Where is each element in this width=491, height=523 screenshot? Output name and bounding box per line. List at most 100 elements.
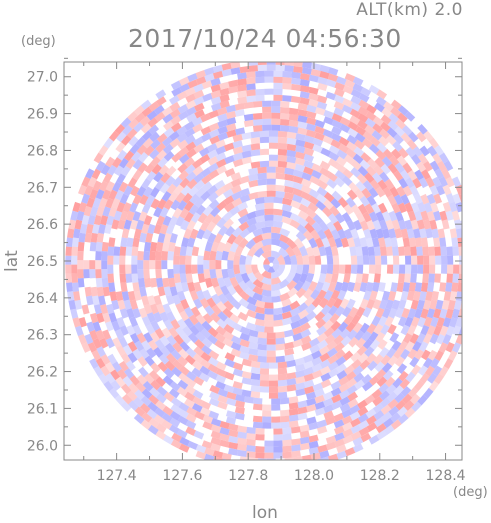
field-cell	[248, 457, 258, 460]
field-cell	[384, 316, 394, 327]
field-cell	[223, 277, 233, 288]
field-cell	[170, 122, 182, 133]
field-cell	[168, 95, 180, 105]
field-cell	[401, 307, 411, 319]
field-cell	[346, 141, 358, 152]
field-cell	[289, 254, 298, 265]
field-cell	[391, 299, 401, 311]
field-cell	[465, 256, 471, 265]
field-cell	[286, 155, 297, 164]
field-cell	[194, 321, 205, 333]
field-cell	[424, 365, 435, 377]
field-cell	[314, 388, 325, 398]
field-cell	[185, 377, 197, 388]
field-cell	[222, 307, 234, 319]
field-cell	[359, 159, 371, 170]
field-cell	[145, 232, 154, 243]
field-cell	[209, 135, 220, 145]
field-cell	[362, 130, 374, 142]
field-cell	[447, 350, 458, 362]
field-cell	[250, 143, 261, 151]
field-cell	[226, 123, 237, 132]
field-cell	[301, 341, 312, 351]
field-cell	[209, 384, 220, 395]
field-cell	[261, 232, 272, 240]
field-cell	[255, 70, 265, 78]
field-cell	[100, 304, 109, 315]
field-cell	[264, 70, 274, 77]
x-unit-label: (deg)	[453, 485, 488, 500]
field-cell	[126, 324, 136, 336]
field-cell	[163, 319, 174, 331]
field-cell	[362, 180, 374, 191]
field-cell	[289, 212, 301, 223]
field-cell	[179, 83, 190, 93]
field-cell	[436, 184, 446, 196]
field-cell	[129, 202, 139, 213]
field-cell	[308, 434, 319, 443]
field-cell	[439, 210, 448, 221]
field-cell	[239, 456, 250, 460]
field-cell	[262, 106, 272, 113]
field-cell	[75, 325, 84, 337]
field-cell	[368, 375, 380, 386]
field-cell	[271, 416, 281, 423]
field-cell	[434, 168, 444, 180]
field-cell	[391, 202, 401, 214]
field-cell	[259, 148, 270, 156]
field-cell	[195, 331, 206, 343]
field-cell	[373, 353, 384, 365]
field-cell	[440, 264, 448, 274]
field-cell	[219, 427, 230, 436]
field-cell	[266, 356, 276, 363]
field-cell	[163, 286, 172, 297]
field-cell	[409, 185, 419, 197]
field-cell	[315, 318, 327, 329]
field-cell	[334, 341, 345, 353]
field-cell	[280, 112, 290, 120]
field-cell	[387, 194, 397, 206]
field-cell	[416, 219, 425, 230]
field-cell	[207, 184, 218, 196]
field-cell	[451, 176, 462, 188]
field-cell	[230, 67, 241, 75]
field-cell	[266, 332, 276, 339]
field-cell	[131, 246, 139, 256]
field-cell	[114, 123, 126, 135]
field-cell	[192, 123, 204, 134]
field-cell	[100, 215, 109, 226]
field-cell	[299, 79, 310, 87]
field-cell	[245, 264, 253, 275]
field-cell	[384, 376, 396, 388]
field-cell	[133, 228, 142, 239]
field-cell	[422, 333, 433, 344]
field-cell	[379, 346, 390, 358]
field-cell	[311, 169, 322, 180]
field-cell	[365, 237, 374, 248]
field-cell	[217, 394, 228, 404]
field-cell	[159, 182, 170, 194]
field-cell	[264, 326, 274, 333]
field-cell	[294, 157, 306, 166]
field-cell	[268, 142, 279, 149]
field-cell	[237, 431, 248, 439]
field-cell	[155, 393, 167, 404]
field-cell	[143, 332, 154, 343]
field-cell	[210, 430, 222, 440]
field-cell	[155, 376, 166, 387]
field-cell	[281, 298, 292, 308]
field-cell	[273, 313, 284, 321]
field-cell	[89, 358, 99, 369]
field-cell	[156, 385, 168, 397]
field-cell	[336, 370, 348, 380]
field-cell	[67, 228, 75, 239]
field-cell	[433, 193, 443, 205]
field-cell	[201, 174, 212, 185]
field-cell	[326, 297, 337, 309]
field-cell	[422, 255, 430, 265]
field-cell	[292, 339, 304, 348]
field-cell	[342, 85, 354, 95]
field-cell	[65, 264, 72, 274]
field-cell	[381, 228, 391, 239]
field-cell	[410, 299, 419, 310]
